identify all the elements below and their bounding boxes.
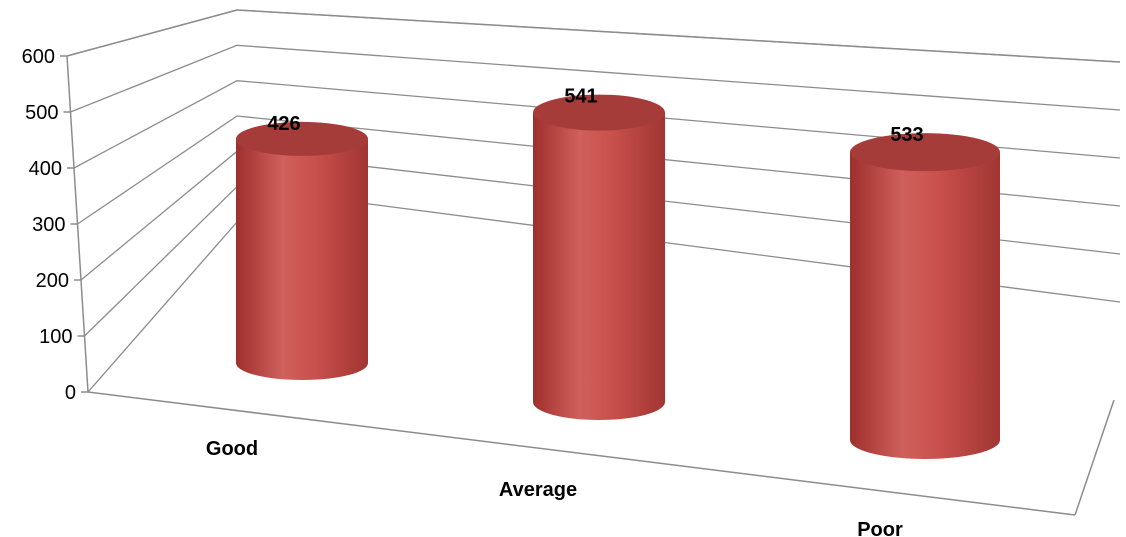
bar-body [533, 112, 665, 420]
y-tick-label: 0 [65, 382, 76, 404]
bar-top [236, 121, 368, 156]
bar-good [236, 121, 368, 380]
floor-right-edge [1074, 399, 1115, 516]
y-tick-label: 500 [25, 102, 58, 124]
data-labels: 426 541 533 [267, 86, 923, 147]
bar-body [236, 138, 368, 380]
gridline [73, 80, 1121, 169]
x-category-label: Poor [857, 519, 903, 537]
y-tick-label: 600 [22, 46, 55, 68]
x-category-label: Average [499, 479, 577, 501]
bar-average [533, 94, 665, 420]
data-label: 426 [267, 113, 300, 135]
gridline [77, 115, 1121, 225]
floor-front-edge [87, 391, 1076, 516]
x-category-label: Good [206, 438, 258, 460]
gridline [66, 9, 1121, 63]
category-labels: Good Average Poor [206, 438, 903, 537]
y-tick-label: 100 [39, 326, 72, 348]
y-tick-label: 400 [29, 158, 62, 180]
bar-poor [850, 133, 1000, 459]
y-tick-label: 200 [36, 270, 69, 292]
data-label: 541 [564, 86, 597, 108]
bars [236, 94, 1000, 459]
y-axis-ticks: 0 100 200 300 400 500 600 [22, 46, 88, 404]
bar-body [850, 152, 1000, 459]
gridline-base [87, 221, 238, 393]
data-label: 533 [890, 124, 923, 146]
gridline [70, 44, 1121, 113]
bar-top [533, 94, 665, 131]
bar-top [850, 133, 1000, 172]
y-tick-label: 300 [32, 214, 65, 236]
